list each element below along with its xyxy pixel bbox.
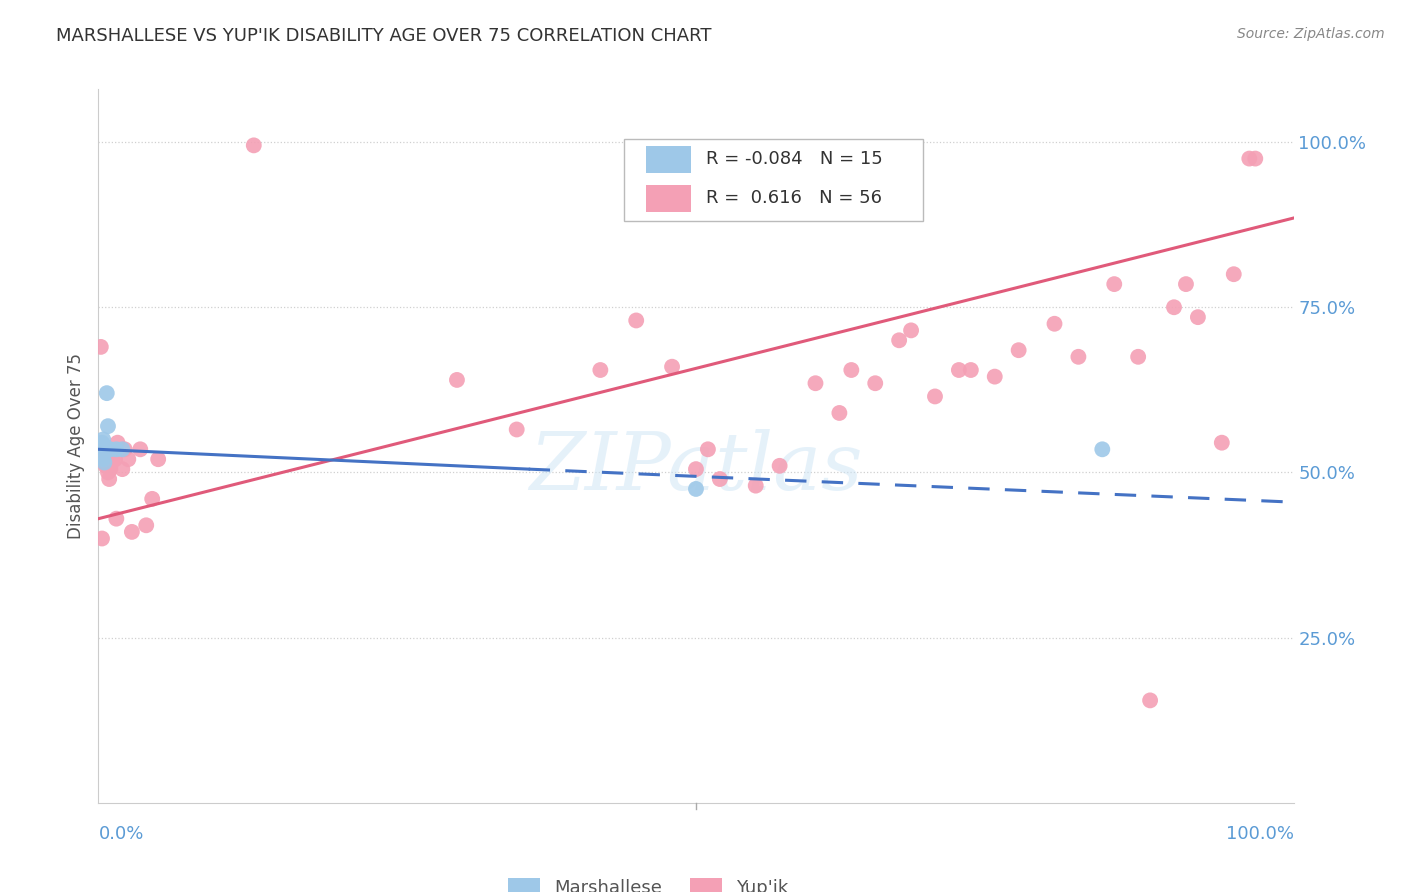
Legend: Marshallese, Yup'ik: Marshallese, Yup'ik bbox=[508, 878, 789, 892]
Point bbox=[889, 333, 911, 347]
Point bbox=[863, 376, 887, 391]
Point bbox=[1211, 435, 1233, 450]
Point bbox=[91, 532, 114, 546]
Point bbox=[96, 456, 118, 470]
Point bbox=[101, 452, 124, 467]
Point bbox=[141, 491, 163, 506]
Point bbox=[94, 458, 117, 473]
Point bbox=[697, 442, 720, 457]
Point bbox=[98, 472, 121, 486]
Text: 0.0%: 0.0% bbox=[98, 825, 143, 843]
Text: R = -0.084   N = 15: R = -0.084 N = 15 bbox=[706, 150, 883, 168]
Point bbox=[98, 442, 122, 457]
Point bbox=[114, 442, 136, 457]
Point bbox=[1175, 277, 1198, 292]
Point bbox=[111, 462, 134, 476]
Point bbox=[661, 359, 683, 374]
Point bbox=[93, 439, 115, 453]
Point bbox=[506, 422, 529, 436]
Point bbox=[924, 389, 946, 403]
Text: Source: ZipAtlas.com: Source: ZipAtlas.com bbox=[1237, 27, 1385, 41]
Point bbox=[1139, 693, 1161, 707]
Text: 100.0%: 100.0% bbox=[1226, 825, 1294, 843]
Point bbox=[685, 482, 707, 496]
Point bbox=[97, 466, 120, 480]
Point bbox=[804, 376, 827, 391]
FancyBboxPatch shape bbox=[645, 145, 692, 173]
Point bbox=[685, 462, 707, 476]
Point bbox=[709, 472, 731, 486]
Point bbox=[94, 442, 117, 457]
Point bbox=[1043, 317, 1066, 331]
Point bbox=[1222, 267, 1246, 281]
Point bbox=[1102, 277, 1125, 292]
Point bbox=[90, 340, 112, 354]
Point bbox=[129, 442, 152, 457]
Point bbox=[1067, 350, 1090, 364]
Text: MARSHALLESE VS YUP'IK DISABILITY AGE OVER 75 CORRELATION CHART: MARSHALLESE VS YUP'IK DISABILITY AGE OVE… bbox=[56, 27, 711, 45]
Point bbox=[948, 363, 970, 377]
Point bbox=[1007, 343, 1029, 358]
Point bbox=[243, 138, 266, 153]
Y-axis label: Disability Age Over 75: Disability Age Over 75 bbox=[67, 353, 86, 539]
Point bbox=[107, 435, 129, 450]
Point bbox=[1244, 152, 1267, 166]
Point bbox=[121, 524, 143, 539]
Point bbox=[1128, 350, 1150, 364]
Point bbox=[91, 452, 114, 467]
Point bbox=[98, 442, 121, 457]
Point bbox=[745, 478, 768, 492]
Point bbox=[117, 452, 139, 467]
FancyBboxPatch shape bbox=[645, 185, 692, 212]
Point bbox=[135, 518, 157, 533]
Point bbox=[959, 363, 981, 377]
Point bbox=[900, 323, 922, 337]
FancyBboxPatch shape bbox=[624, 139, 922, 221]
Text: ZIPatlas: ZIPatlas bbox=[529, 429, 863, 506]
Point bbox=[100, 456, 122, 470]
Point bbox=[93, 456, 115, 470]
Point bbox=[105, 511, 128, 525]
Point bbox=[589, 363, 612, 377]
Point bbox=[90, 442, 112, 457]
Point bbox=[96, 386, 118, 401]
Text: R =  0.616   N = 56: R = 0.616 N = 56 bbox=[706, 189, 882, 207]
Point bbox=[1163, 300, 1185, 314]
Point bbox=[828, 406, 851, 420]
Point bbox=[93, 456, 115, 470]
Point bbox=[104, 452, 127, 467]
Point bbox=[446, 373, 468, 387]
Point bbox=[984, 369, 1007, 384]
Point bbox=[626, 313, 648, 327]
Point bbox=[768, 458, 790, 473]
Point bbox=[91, 435, 114, 450]
Point bbox=[98, 462, 122, 476]
Point bbox=[841, 363, 863, 377]
Point bbox=[1187, 310, 1209, 325]
Point bbox=[1091, 442, 1114, 457]
Point bbox=[111, 442, 134, 457]
Point bbox=[105, 442, 128, 457]
Point bbox=[1239, 152, 1261, 166]
Point bbox=[91, 433, 114, 447]
Point bbox=[148, 452, 170, 467]
Point bbox=[91, 452, 114, 467]
Point bbox=[97, 419, 120, 434]
